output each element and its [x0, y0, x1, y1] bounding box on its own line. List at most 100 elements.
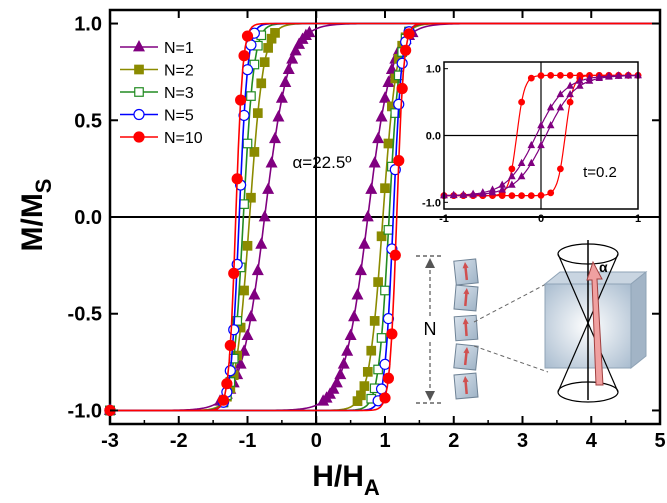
legend-marker: [133, 131, 145, 143]
legend-marker: [133, 39, 145, 52]
data-point: [248, 288, 261, 300]
data-point: [380, 183, 390, 194]
data-point: [242, 240, 253, 251]
data-point: [244, 309, 257, 322]
data-point: [249, 59, 260, 70]
x-tick-label: 1: [379, 430, 390, 452]
inset-point: [576, 76, 584, 84]
inset-x-tick-label: -1: [439, 213, 449, 225]
data-point: [246, 192, 256, 203]
inset-point: [557, 71, 564, 79]
x-tick-label: 5: [654, 430, 665, 452]
data-point: [393, 155, 405, 167]
series-n10: [104, 22, 660, 417]
stack-block: [453, 284, 479, 312]
data-point: [231, 173, 243, 185]
inset-point: [508, 165, 516, 173]
data-point: [382, 312, 395, 325]
data-point: [246, 91, 256, 101]
inset-point: [508, 180, 516, 188]
inset-point: [546, 121, 555, 129]
inset-point: [479, 188, 487, 196]
stack-block-arrow: [464, 321, 468, 337]
inset-point: [508, 172, 516, 180]
stack-block: [453, 314, 479, 342]
inset-point: [498, 180, 506, 188]
data-point: [275, 91, 288, 103]
stack-block: [453, 258, 479, 286]
stack-block-arrow-head: [462, 262, 469, 269]
legend-marker: [133, 108, 145, 121]
data-point: [282, 62, 295, 75]
data-point: [356, 390, 366, 401]
inset-point: [537, 192, 545, 199]
data-point: [382, 372, 395, 384]
inset-point: [566, 81, 574, 89]
data-point: [330, 375, 343, 388]
data-point: [358, 237, 371, 249]
data-point: [270, 28, 280, 38]
series-line: [110, 22, 660, 412]
inset-point: [614, 71, 623, 79]
inset-y-tick-label: -1.0: [422, 197, 441, 209]
stack-block-arrow-head: [462, 318, 469, 325]
y-axis-title: M/MS: [16, 178, 56, 251]
inset-point: [498, 185, 506, 193]
data-point: [361, 209, 374, 222]
data-point: [389, 249, 401, 261]
inset-point: [537, 140, 545, 149]
data-point: [396, 82, 408, 95]
legend-marker: [134, 64, 144, 75]
data-point: [383, 225, 394, 235]
zoom-line-bottom: [473, 345, 549, 373]
magnetization-arrow: [586, 260, 604, 386]
data-point: [368, 156, 381, 168]
cone-top-left: [557, 253, 589, 324]
inset-point: [566, 71, 574, 79]
stack-block-arrow: [464, 379, 468, 395]
x-tick-label: 3: [517, 430, 528, 452]
data-point: [390, 108, 401, 118]
inset-point: [556, 89, 565, 98]
data-point: [341, 344, 354, 356]
inset-point: [488, 185, 497, 193]
data-point: [334, 367, 347, 380]
inset-y-tick-label: 1.0: [426, 64, 441, 76]
inset-point: [576, 81, 584, 89]
data-point: [241, 328, 254, 341]
data-point: [242, 138, 253, 149]
data-point: [375, 110, 388, 122]
legend-marker: [134, 87, 144, 97]
data-point: [256, 78, 267, 89]
legend-label: N=2: [164, 63, 194, 80]
data-point: [251, 263, 264, 276]
stack-schematic: N α: [416, 240, 648, 404]
data-point: [263, 43, 273, 53]
data-point: [344, 328, 357, 341]
zoom-line-top: [473, 282, 549, 323]
y-tick-label: -1.0: [68, 400, 102, 422]
legend-label: N=5: [164, 108, 194, 125]
data-point: [327, 382, 340, 394]
inset-y-tick-label: 0.0: [426, 131, 441, 143]
inset-point: [527, 140, 536, 149]
data-point: [224, 339, 236, 352]
legend-item: N=1: [120, 39, 194, 57]
x-tick-label: -1: [239, 430, 257, 452]
data-point: [241, 64, 254, 76]
inset-point: [537, 72, 545, 79]
stack-block: [453, 343, 479, 371]
stack-block: [453, 372, 479, 400]
inset-point: [546, 103, 555, 111]
data-point: [265, 156, 278, 168]
x-axis-title: H/HA: [312, 460, 380, 498]
data-point: [252, 108, 263, 118]
inset-curves: [440, 62, 642, 209]
legend-item: N=2: [120, 63, 194, 80]
cone-bottom-left: [557, 322, 589, 393]
data-point: [249, 147, 260, 157]
stack-block-arrow-head: [463, 288, 470, 295]
inset-point: [556, 103, 565, 111]
y-tick-label: 0.0: [74, 207, 102, 229]
inset-point: [469, 189, 477, 197]
